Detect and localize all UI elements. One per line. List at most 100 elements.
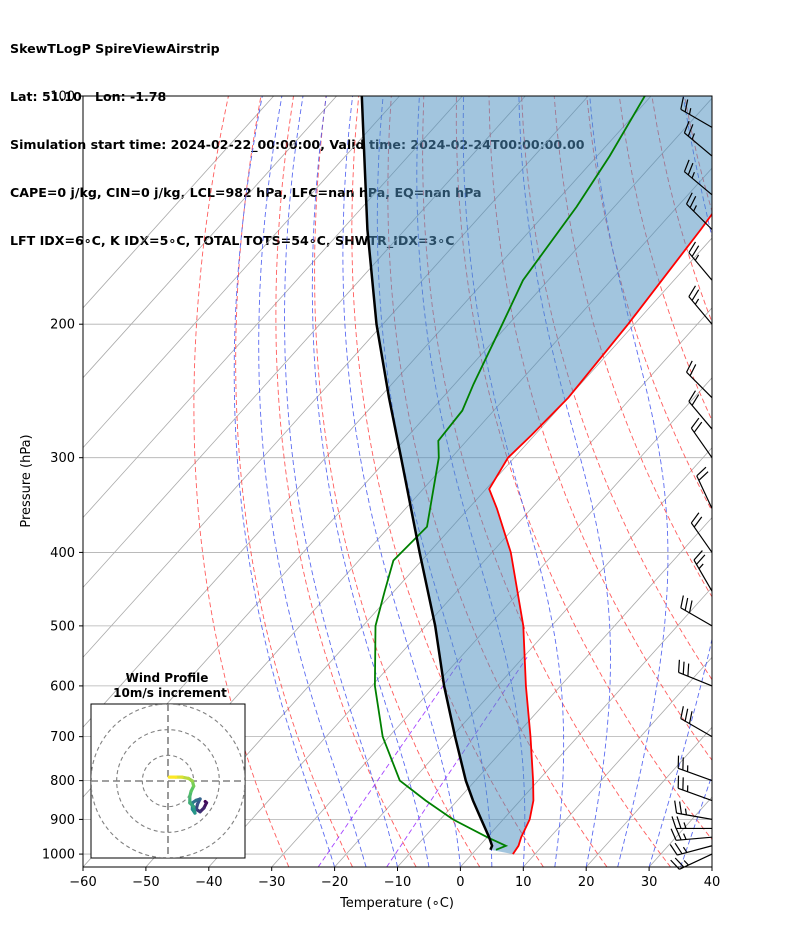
wind-barb [690,512,713,553]
wind-barb [688,285,713,325]
hodograph-inset [90,703,246,859]
wind-barb-half-feather [684,808,687,815]
wind-barb-full-feather [693,421,703,433]
isotherm [585,726,712,867]
hodograph-plot [91,704,245,858]
wind-barb-full-feather [698,471,709,481]
wind-barb [680,706,713,738]
wind-barb-full-feather [684,708,689,722]
wind-barb-staff [688,296,713,325]
moist-adiabat [518,96,611,867]
x-tick-label: −60 [69,875,96,890]
wind-barb-half-feather [682,846,688,853]
wind-barbs [669,96,713,870]
wind-barb [683,120,713,157]
x-tick-label: 0 [456,875,464,890]
wind-barb [671,816,712,830]
isotherm [271,377,712,867]
wind-barb-full-feather [686,192,693,205]
moist-adiabat [589,96,669,867]
moist-adiabat [342,96,461,867]
wind-barb-full-feather [683,159,690,172]
wind-barb-full-feather [689,195,697,208]
moist-adiabat [680,773,712,867]
wind-barb-full-feather [669,844,678,856]
dry-adiabat [717,96,794,867]
wind-barb-half-feather [683,822,687,829]
wind-barb-full-feather [687,663,690,677]
isotherm [83,96,400,449]
wind-barb [670,828,713,841]
isotherm [83,96,274,309]
chart-title: SkewTLogP SpireViewAirstrip [10,41,220,56]
isotherm [523,656,712,867]
wind-barb-staff [676,836,713,841]
dry-adiabat [586,96,712,512]
wind-barb-full-feather [671,816,677,829]
wind-barb-full-feather [688,285,696,297]
wind-barb-full-feather [676,816,682,829]
wind-barb-full-feather [680,595,684,609]
moist-adiabat [648,96,712,867]
wind-barb-full-feather [691,394,700,406]
wind-barb-full-feather [687,162,694,176]
dry-adiabat [351,96,544,867]
y-tick-label: 100 [50,90,75,105]
wind-barb [696,466,713,509]
wind-barb-staff [680,718,713,738]
wind-barb [680,595,713,627]
isotherm [83,96,337,379]
wind-barb-staff [696,475,713,509]
wind-barb-staff [678,671,713,687]
wind-barb-full-feather [690,417,700,429]
profile-lines [360,96,712,855]
wind-barb-half-feather [698,563,704,570]
wind-barb-full-feather [670,828,677,841]
wind-barb-full-feather [688,241,696,253]
wind-barb-full-feather [675,828,682,841]
wind-barb-full-feather [679,801,683,815]
x-tick-label: −40 [195,875,222,890]
wind-barb-full-feather [689,364,697,377]
wind-barb-staff [680,108,713,128]
moist-adiabat [258,96,367,867]
cin-shading [361,96,712,855]
wind-barb-staff [693,559,713,592]
wind-barb-full-feather [678,659,681,673]
y-tick-label: 800 [50,774,75,789]
wind-barb-half-feather [691,171,695,179]
x-tick-label: −10 [384,875,411,890]
y-tick-label: 900 [50,813,75,828]
dry-adiabat [314,96,481,867]
dewpoint-line [373,96,646,851]
wind-barb-full-feather [683,120,690,134]
wind-barb-full-feather [674,800,678,814]
wind-barb-staff [684,171,713,196]
wind-barb-full-feather [680,706,684,719]
wind-barb-full-feather [684,99,689,112]
wind-barb [677,755,713,782]
temperature-line [488,212,712,855]
wind-barb-half-feather [683,860,689,866]
x-tick-label: −20 [321,875,348,890]
wind-barb [674,800,713,820]
y-tick-label: 500 [50,619,75,634]
wind-barb-half-feather [694,298,700,305]
wind-barb-half-feather [683,833,687,840]
wind-barb [686,192,713,230]
wind-barb [686,360,713,399]
y-tick-label: 700 [50,730,75,745]
moist-adiabat [233,96,336,867]
isotherm [334,447,712,867]
wind-barb-full-feather [688,390,696,402]
axes-frame: −60 −50 −40 −30 −20 −10 0 10 20 30 40 1000 900 800 700… [42,90,720,891]
wind-barb-staff [688,401,713,430]
x-tick-label: −30 [258,875,285,890]
wind-barb-staff [677,787,713,802]
y-tick-label: 600 [50,679,75,694]
wind-barb-staff [677,845,713,856]
parcel-line [360,96,494,851]
wind-barb [683,159,713,196]
wind-barb-full-feather [680,96,684,110]
